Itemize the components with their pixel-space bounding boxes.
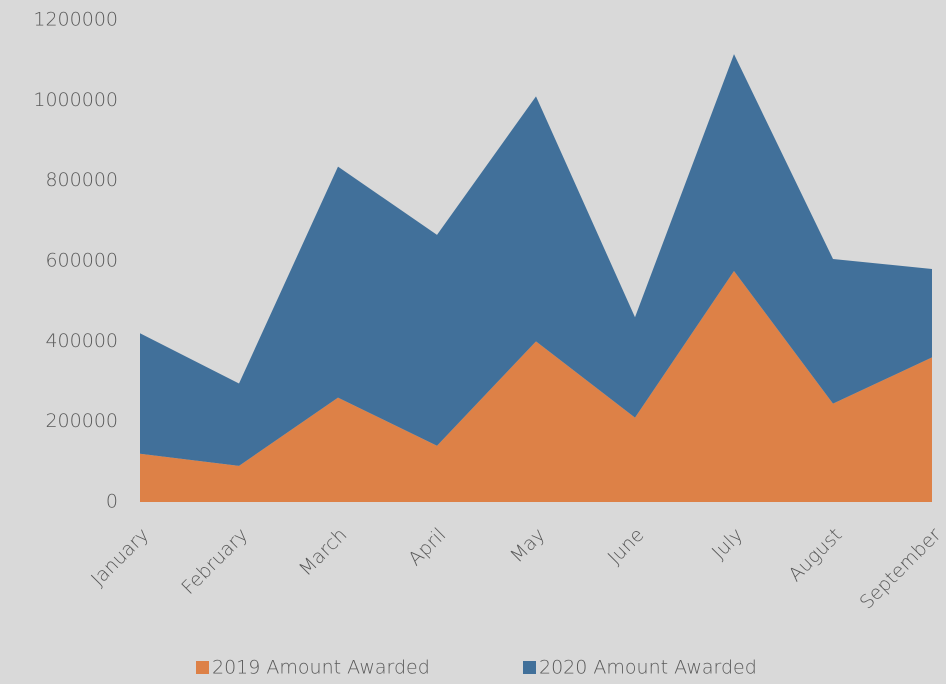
legend-label: 2019 Amount Awarded bbox=[212, 657, 430, 679]
legend-label: 2020 Amount Awarded bbox=[539, 657, 757, 679]
x-tick-label: September bbox=[856, 524, 946, 614]
x-tick-label: July bbox=[708, 524, 748, 564]
x-tick-label: January bbox=[87, 524, 153, 590]
area bbox=[140, 271, 932, 502]
legend-swatch bbox=[196, 661, 209, 674]
x-tick-label: May bbox=[506, 524, 549, 567]
x-tick-label: February bbox=[177, 524, 252, 599]
y-tick-label: 400000 bbox=[45, 330, 118, 352]
y-tick-label: 600000 bbox=[45, 250, 118, 272]
y-tick-label: 1200000 bbox=[33, 9, 118, 31]
y-tick-label: 200000 bbox=[45, 410, 118, 432]
x-tick-label: April bbox=[404, 524, 450, 570]
legend-swatch bbox=[523, 661, 536, 674]
area bbox=[140, 54, 932, 466]
y-tick-label: 1000000 bbox=[33, 89, 118, 111]
x-tick-label: March bbox=[295, 524, 352, 581]
y-tick-label: 0 bbox=[106, 491, 118, 513]
y-tick-label: 800000 bbox=[45, 169, 118, 191]
x-tick-label: August bbox=[784, 524, 846, 586]
x-tick-label: June bbox=[604, 524, 649, 569]
